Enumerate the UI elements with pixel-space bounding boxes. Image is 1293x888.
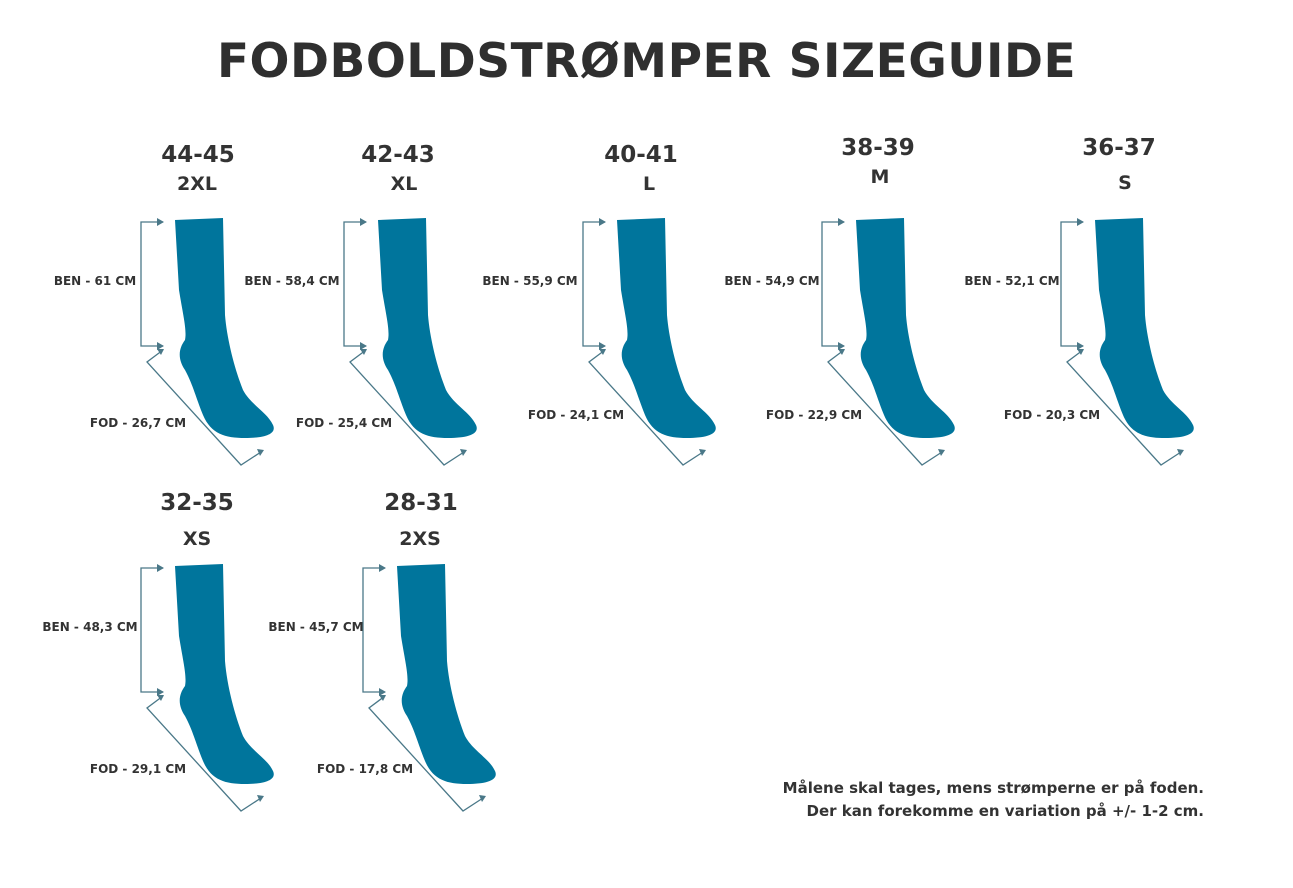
arrow-head-icon [157,342,164,350]
arrow-head-icon [1077,218,1084,226]
size-code: 2XL [177,173,217,195]
sock-diagram [140,218,274,466]
arrow-head-icon [157,688,164,696]
foot-measure-line [1066,349,1182,466]
arrow-head-icon [1077,349,1084,355]
size-code: L [642,173,656,195]
arrow-head-icon [599,218,606,226]
size-shoe-range: 36-37 [1082,135,1156,161]
foot-measurement: FOD - 25,4 CM [295,416,393,430]
leg-measurement: BEN - 54,9 CM [724,274,820,288]
sock-diagram [343,218,477,466]
leg-measure-bracket [140,221,163,347]
foot-measure-line [588,349,704,466]
foot-measurement: FOD - 17,8 CM [316,762,414,776]
arrow-head-icon [157,695,164,701]
size-shoe-range: 42-43 [361,142,435,168]
arrow-head-icon [157,349,164,355]
arrow-head-icon [379,688,386,696]
sock-diagram [821,218,955,466]
arrow-head-icon [157,564,164,572]
size-shoe-range: 38-39 [841,135,915,161]
leg-measurement: BEN - 45,7 CM [268,620,364,634]
leg-measure-bracket [140,567,163,693]
foot-measure-line [146,349,262,466]
size-shoe-range: 32-35 [160,490,234,516]
sock-diagram [362,564,496,812]
note-line-1: Målene skal tages, mens strømperne er på… [782,779,1204,797]
size-code: M [870,166,890,188]
arrow-head-icon [257,449,264,456]
leg-measurement: BEN - 52,1 CM [964,274,1060,288]
sock-shape [856,218,955,438]
arrow-head-icon [460,449,467,456]
arrow-head-icon [479,795,486,802]
leg-measure-bracket [821,221,844,347]
leg-measure-bracket [582,221,605,347]
measurement-note: Målene skal tages, mens strømperne er på… [783,777,1204,823]
size-code: XS [182,528,212,550]
foot-measurement: FOD - 20,3 CM [1003,408,1101,422]
arrow-head-icon [838,349,845,355]
sock-shape [175,564,274,784]
leg-measurement: BEN - 55,9 CM [482,274,578,288]
arrow-head-icon [157,218,164,226]
sock-diagram [140,564,274,812]
leg-measurement: BEN - 61 CM [53,274,137,288]
sock-shape [397,564,496,784]
foot-measure-line [349,349,465,466]
foot-measure-line [827,349,943,466]
arrow-head-icon [938,449,945,456]
leg-measurement: BEN - 58,4 CM [244,274,340,288]
foot-measure-line [146,695,262,812]
arrow-head-icon [360,342,367,350]
leg-measure-bracket [362,567,385,693]
leg-measure-bracket [1060,221,1083,347]
sock-shape [1095,218,1194,438]
arrow-head-icon [379,564,386,572]
arrow-head-icon [360,218,367,226]
arrow-head-icon [838,218,845,226]
size-code: XL [390,173,418,195]
sock-shape [378,218,477,438]
sock-shape [617,218,716,438]
size-code: 2XS [399,528,441,550]
arrow-head-icon [599,342,606,350]
arrow-head-icon [599,349,606,355]
leg-measure-bracket [343,221,366,347]
arrow-head-icon [257,795,264,802]
foot-measurement: FOD - 22,9 CM [765,408,863,422]
size-shoe-range: 44-45 [161,142,235,168]
sock-diagram [582,218,716,466]
arrow-head-icon [699,449,706,456]
foot-measurement: FOD - 26,7 CM [89,416,187,430]
sock-shape [175,218,274,438]
arrow-head-icon [1077,342,1084,350]
arrow-head-icon [1177,449,1184,456]
foot-measurement: FOD - 29,1 CM [89,762,187,776]
size-shoe-range: 40-41 [604,142,678,168]
arrow-head-icon [360,349,367,355]
note-line-2: Der kan forekomme en variation på +/- 1-… [806,802,1204,820]
size-code: S [1118,172,1132,194]
arrow-head-icon [379,695,386,701]
sock-diagram [1060,218,1194,466]
page-title: FODBOLDSTRØMPER SIZEGUIDE [216,34,1077,89]
foot-measure-line [368,695,484,812]
size-shoe-range: 28-31 [384,490,458,516]
leg-measurement: BEN - 48,3 CM [42,620,138,634]
arrow-head-icon [838,342,845,350]
foot-measurement: FOD - 24,1 CM [527,408,625,422]
